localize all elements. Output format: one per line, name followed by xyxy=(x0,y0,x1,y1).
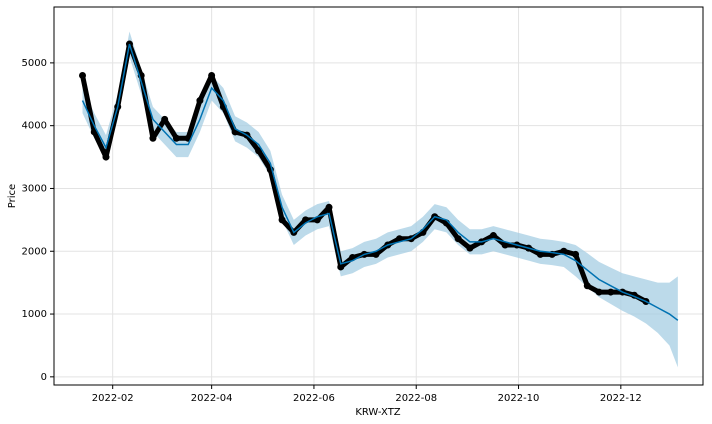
observed-point xyxy=(372,250,380,258)
observed-point xyxy=(208,71,216,79)
observed-point xyxy=(607,288,615,296)
observed-point xyxy=(489,232,497,240)
plot-frame xyxy=(53,6,704,386)
y-tick-label: 3000 xyxy=(22,183,47,194)
observed-point xyxy=(466,244,474,252)
y-tick-label: 1000 xyxy=(22,309,47,320)
forecast-line xyxy=(81,43,679,321)
observed-point xyxy=(337,263,345,271)
observed-point xyxy=(278,216,286,224)
y-tick-label: 5000 xyxy=(22,58,47,69)
x-axis-label: KRW-XTZ xyxy=(355,407,400,418)
y-tick-label: 0 xyxy=(41,372,47,383)
x-tick-label: 2022-08 xyxy=(395,393,437,404)
observed-point xyxy=(501,241,509,249)
y-tick-label: 2000 xyxy=(22,246,47,257)
x-tick-label: 2022-06 xyxy=(293,393,335,404)
y-tick-label: 4000 xyxy=(22,121,47,132)
uncertainty-band xyxy=(82,31,678,368)
observed-point xyxy=(161,115,169,123)
y-axis-label: Price xyxy=(7,184,18,208)
observed-point xyxy=(536,250,544,258)
x-tick-label: 2022-10 xyxy=(498,393,540,404)
x-tick-label: 2022-02 xyxy=(92,393,134,404)
observed-point xyxy=(79,71,87,79)
observed-point xyxy=(395,235,403,243)
x-tick-label: 2022-04 xyxy=(191,393,233,404)
x-tick-label: 2022-12 xyxy=(600,393,642,404)
observed-point xyxy=(172,134,180,142)
observed-point xyxy=(572,250,580,258)
observed-point xyxy=(255,147,263,155)
observed-point xyxy=(149,134,157,142)
observed-point xyxy=(595,288,603,296)
observed-point xyxy=(454,235,462,243)
observed-point xyxy=(325,203,333,211)
observed-point xyxy=(102,153,110,161)
observed-point xyxy=(583,282,591,290)
observed-point xyxy=(560,247,568,255)
observed-point xyxy=(196,97,204,105)
